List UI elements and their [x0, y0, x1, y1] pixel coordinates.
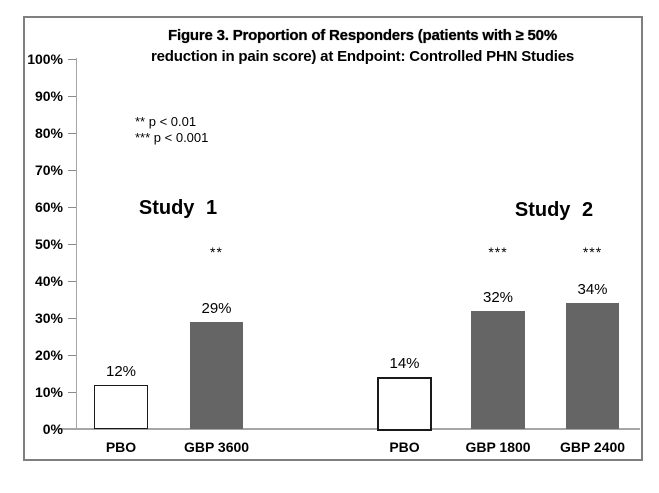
- y-axis-tick: [68, 355, 76, 356]
- y-axis-tick: [68, 392, 76, 393]
- bar-gbp-2400: [566, 303, 619, 429]
- y-axis-line: [76, 58, 77, 429]
- y-axis-tick-label: 100%: [27, 51, 63, 67]
- y-axis-tick: [68, 170, 76, 171]
- x-axis-category-label: GBP 3600: [183, 439, 250, 455]
- chart-title-line1: Figure 3. Proportion of Responders (pati…: [168, 27, 557, 44]
- y-axis-tick-label: 70%: [34, 162, 63, 178]
- y-axis-tick-label: 40%: [34, 273, 63, 289]
- y-axis-tick: [68, 59, 76, 60]
- bar-pbo: [377, 377, 432, 431]
- group-label-study-1: Study 1: [138, 197, 218, 219]
- x-axis-category-label: GBP 1800: [465, 439, 531, 455]
- x-axis-category-label: PBO: [389, 439, 420, 455]
- y-axis-tick-label: 90%: [34, 88, 63, 104]
- y-axis-tick-label: 50%: [34, 236, 63, 252]
- group-label-study-2: Study 2: [514, 199, 594, 221]
- bar-gbp-1800: [471, 310, 525, 429]
- bar-value-label: 34%: [577, 281, 608, 299]
- significance-legend-line1: ** p < 0.01: [135, 114, 197, 129]
- significance-marker: ***: [582, 244, 603, 260]
- y-axis-tick: [68, 318, 76, 319]
- x-axis-category-label: GBP 2400: [559, 439, 626, 455]
- x-axis-line: [59, 428, 640, 430]
- y-axis-tick-label: 20%: [34, 347, 63, 363]
- y-axis-tick: [68, 281, 76, 282]
- significance-legend-line2: *** p < 0.001: [135, 130, 209, 145]
- bar-value-label: 12%: [105, 362, 137, 380]
- x-axis-category-label: PBO: [105, 439, 137, 455]
- y-axis-tick-label: 30%: [34, 310, 63, 326]
- bar-value-label: 32%: [482, 288, 514, 306]
- y-axis-tick: [68, 244, 76, 245]
- y-axis-tick-label: 80%: [34, 125, 63, 141]
- significance-marker: **: [210, 244, 223, 260]
- y-axis-tick: [68, 96, 76, 97]
- bar-value-label: 29%: [201, 299, 232, 317]
- y-axis-tick-label: 60%: [34, 199, 63, 215]
- bar-gbp-3600: [190, 321, 243, 429]
- y-axis-tick: [68, 133, 76, 134]
- significance-legend: ** p < 0.01 *** p < 0.001: [135, 114, 208, 146]
- chart-title: Figure 3. Proportion of Responders (pati…: [85, 25, 640, 67]
- bar-value-label: 14%: [389, 355, 420, 373]
- y-axis-tick: [68, 207, 76, 208]
- chart-title-line2: reduction in pain score) at Endpoint: Co…: [150, 48, 574, 65]
- significance-marker: ***: [488, 244, 508, 260]
- bar-pbo: [94, 384, 148, 429]
- y-axis-tick-label: 0%: [42, 421, 63, 437]
- y-axis-tick-label: 10%: [34, 384, 63, 400]
